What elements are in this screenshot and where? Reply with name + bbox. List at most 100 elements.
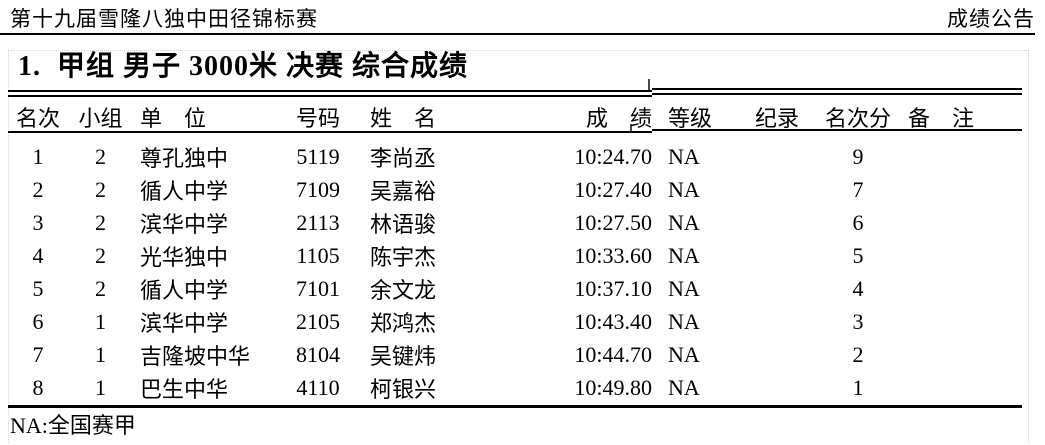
cell-heat: 1 — [95, 308, 106, 334]
table-row: 7 1 吉隆坡中华 8104 吴键炜 10:44.70 NA 2 — [8, 338, 1028, 371]
table-row: 6 1 滨华中学 2105 郑鸿杰 10:43.40 NA 3 — [8, 305, 1028, 338]
cell-name: 林语骏 — [370, 211, 437, 237]
cell-team: 吉隆坡中华 — [140, 343, 251, 369]
cell-heat: 2 — [95, 275, 106, 301]
cell-result: 10:43.40 — [574, 308, 652, 334]
cell-rank: 7 — [32, 341, 44, 367]
cell-result: 10:33.60 — [574, 242, 652, 268]
cell-points: 9 — [852, 143, 864, 169]
grid-tick — [648, 79, 650, 90]
grid-tick — [630, 124, 632, 131]
column-header-result: 成 绩 — [585, 106, 652, 131]
cell-name: 吴键炜 — [370, 343, 437, 369]
table-body: 1 2 尊孔独中 5119 李尚丞 10:24.70 NA 9 2 2 循人中学… — [8, 140, 1028, 404]
cell-grade: NA — [668, 341, 700, 367]
cell-points: 3 — [852, 308, 864, 334]
table-header-row: 名次 小组 单 位 号码 姓 名 成 绩 等级 纪录 名次分 备 注 — [8, 99, 1028, 135]
cell-name: 李尚丞 — [370, 145, 437, 171]
cell-result: 10:24.70 — [574, 143, 652, 169]
header-underline — [652, 129, 1022, 131]
cell-points: 1 — [852, 374, 864, 400]
table-row: 4 2 光华独中 1105 陈宇杰 10:33.60 NA 5 — [8, 239, 1028, 272]
cell-grade: NA — [668, 143, 700, 169]
cell-bib: 2113 — [296, 209, 340, 235]
cell-grade: NA — [668, 176, 700, 202]
cell-heat: 1 — [95, 341, 106, 367]
cell-bib: 1105 — [296, 242, 340, 268]
cell-name: 郑鸿杰 — [370, 310, 437, 336]
cell-points: 7 — [852, 176, 864, 202]
cell-bib: 7101 — [296, 275, 340, 301]
column-header-bib: 号码 — [295, 106, 340, 131]
column-header-record: 纪录 — [755, 106, 800, 131]
column-header-heat: 小组 — [78, 106, 123, 131]
cell-points: 5 — [852, 242, 864, 268]
cell-rank: 1 — [32, 143, 44, 169]
cell-rank: 6 — [32, 308, 44, 334]
cell-team: 光华独中 — [140, 244, 229, 270]
cell-bib: 2105 — [296, 308, 340, 334]
cell-heat: 1 — [95, 374, 106, 400]
cell-heat: 2 — [95, 209, 106, 235]
event-title: 1. 甲组 男子 3000米 决赛 综合成绩 — [18, 51, 469, 82]
cell-team: 尊孔独中 — [140, 145, 229, 171]
cell-bib: 7109 — [296, 176, 340, 202]
column-header-rank: 名次 — [15, 106, 60, 131]
cell-rank: 3 — [32, 209, 44, 235]
cell-grade: NA — [668, 308, 700, 334]
table-bottom-rule — [8, 405, 1022, 408]
cell-name: 吴嘉裕 — [370, 178, 437, 204]
cell-grade: NA — [668, 374, 700, 400]
cell-grade: NA — [668, 242, 700, 268]
cell-name: 陈宇杰 — [370, 244, 437, 270]
header-rule — [0, 33, 1035, 35]
cell-name: 余文龙 — [370, 277, 437, 303]
table-row: 2 2 循人中学 7109 吴嘉裕 10:27.40 NA 7 — [8, 173, 1028, 206]
column-header-name: 姓 名 — [370, 106, 437, 131]
column-header-points: 名次分 — [824, 106, 891, 131]
cell-heat: 2 — [95, 176, 106, 202]
cell-rank: 8 — [32, 374, 44, 400]
cell-team: 滨华中学 — [140, 211, 229, 237]
cell-team: 循人中学 — [140, 277, 229, 303]
cell-heat: 2 — [95, 242, 106, 268]
cell-result: 10:27.40 — [574, 176, 652, 202]
title-double-rule — [8, 95, 652, 97]
table-row: 1 2 尊孔独中 5119 李尚丞 10:24.70 NA 9 — [8, 140, 1028, 173]
competition-title: 第十九届雪隆八独中田径锦标赛 — [10, 7, 318, 31]
cell-rank: 4 — [32, 242, 44, 268]
table-row: 3 2 滨华中学 2113 林语骏 10:27.50 NA 6 — [8, 206, 1028, 239]
column-header-grade: 等级 — [668, 106, 713, 131]
cell-points: 2 — [852, 341, 864, 367]
table-row: 5 2 循人中学 7101 余文龙 10:37.10 NA 4 — [8, 272, 1028, 305]
cell-result: 10:27.50 — [574, 209, 652, 235]
footnote: NA:全国赛甲 — [10, 413, 136, 438]
cell-points: 6 — [852, 209, 864, 235]
cell-result: 10:37.10 — [574, 275, 652, 301]
cell-grade: NA — [668, 275, 700, 301]
title-double-rule — [8, 90, 652, 92]
title-double-rule — [652, 93, 1022, 95]
cell-points: 4 — [852, 275, 864, 301]
cell-grade: NA — [668, 209, 700, 235]
title-double-rule — [652, 88, 1022, 90]
cell-team: 巴生中华 — [140, 376, 229, 402]
cell-bib: 5119 — [296, 143, 340, 169]
table-row: 8 1 巴生中华 4110 柯银兴 10:49.80 NA 1 — [8, 371, 1028, 404]
column-header-remark: 备 注 — [908, 106, 975, 131]
cell-heat: 2 — [95, 143, 106, 169]
column-header-team: 单 位 — [140, 106, 207, 131]
header-underline — [8, 131, 652, 133]
cell-team: 滨华中学 — [140, 310, 229, 336]
results-announcement-label: 成绩公告 — [947, 7, 1035, 31]
cell-bib: 4110 — [296, 374, 340, 400]
cell-result: 10:49.80 — [574, 374, 652, 400]
cell-name: 柯银兴 — [370, 376, 437, 402]
table-grid-outline — [8, 50, 1029, 445]
cell-team: 循人中学 — [140, 178, 229, 204]
cell-rank: 2 — [32, 176, 44, 202]
cell-bib: 8104 — [296, 341, 340, 367]
cell-rank: 5 — [32, 275, 44, 301]
cell-result: 10:44.70 — [574, 341, 652, 367]
